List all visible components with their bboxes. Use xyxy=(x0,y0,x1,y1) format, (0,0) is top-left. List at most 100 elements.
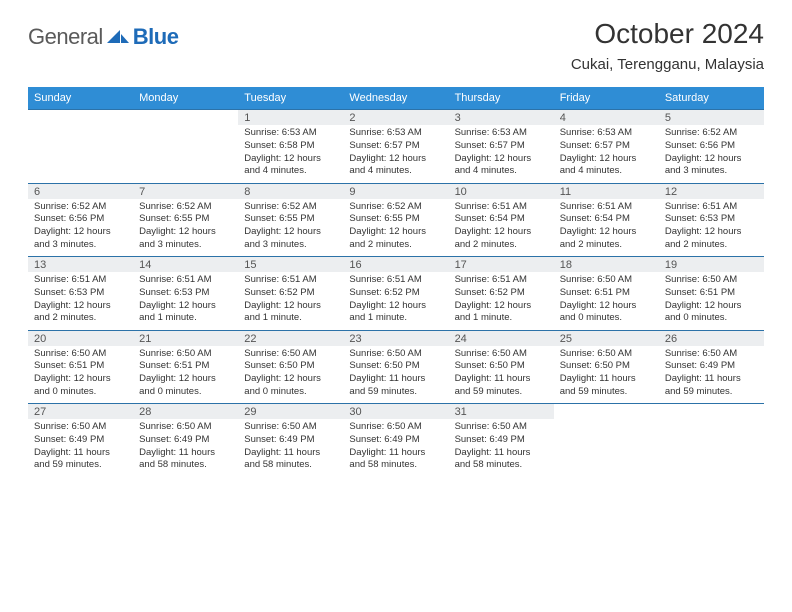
info-row: Sunrise: 6:50 AMSunset: 6:51 PMDaylight:… xyxy=(28,346,764,404)
day-number-cell: 12 xyxy=(659,183,764,199)
day-info-cell: Sunrise: 6:52 AMSunset: 6:55 PMDaylight:… xyxy=(238,199,343,257)
sunrise-text: Sunrise: 6:53 AM xyxy=(560,127,653,140)
weekday-header: Monday xyxy=(133,87,238,110)
sunrise-text: Sunrise: 6:52 AM xyxy=(139,201,232,214)
sunset-text: Sunset: 6:55 PM xyxy=(244,213,337,226)
sunrise-text: Sunrise: 6:50 AM xyxy=(560,348,653,361)
day-number-cell: 3 xyxy=(449,110,554,126)
sunrise-text: Sunrise: 6:51 AM xyxy=(244,274,337,287)
header: General Blue October 2024 Cukai, Terengg… xyxy=(28,18,764,73)
daylight-text: Daylight: 11 hours and 59 minutes. xyxy=(455,373,548,399)
sunset-text: Sunset: 6:50 PM xyxy=(560,360,653,373)
daylight-text: Daylight: 12 hours and 4 minutes. xyxy=(244,153,337,179)
sunset-text: Sunset: 6:50 PM xyxy=(455,360,548,373)
sunset-text: Sunset: 6:51 PM xyxy=(665,287,758,300)
logo: General Blue xyxy=(28,24,178,50)
sunrise-text: Sunrise: 6:52 AM xyxy=(34,201,127,214)
day-info-cell: Sunrise: 6:53 AMSunset: 6:57 PMDaylight:… xyxy=(554,125,659,183)
daylight-text: Daylight: 12 hours and 4 minutes. xyxy=(455,153,548,179)
day-info-cell: Sunrise: 6:51 AMSunset: 6:53 PMDaylight:… xyxy=(133,272,238,330)
day-number-cell: 23 xyxy=(343,330,448,346)
day-number-cell: 15 xyxy=(238,257,343,273)
day-number-cell: 4 xyxy=(554,110,659,126)
sunrise-text: Sunrise: 6:51 AM xyxy=(455,201,548,214)
info-row: Sunrise: 6:50 AMSunset: 6:49 PMDaylight:… xyxy=(28,419,764,477)
daylight-text: Daylight: 11 hours and 59 minutes. xyxy=(665,373,758,399)
day-info-cell: Sunrise: 6:51 AMSunset: 6:52 PMDaylight:… xyxy=(343,272,448,330)
day-number-cell: 2 xyxy=(343,110,448,126)
sunrise-text: Sunrise: 6:51 AM xyxy=(139,274,232,287)
day-info-cell: Sunrise: 6:51 AMSunset: 6:53 PMDaylight:… xyxy=(659,199,764,257)
day-info-cell: Sunrise: 6:50 AMSunset: 6:51 PMDaylight:… xyxy=(133,346,238,404)
day-number-cell xyxy=(659,404,764,420)
sunset-text: Sunset: 6:53 PM xyxy=(139,287,232,300)
sunset-text: Sunset: 6:57 PM xyxy=(349,140,442,153)
sunset-text: Sunset: 6:49 PM xyxy=(34,434,127,447)
day-number-cell: 7 xyxy=(133,183,238,199)
day-number-cell: 18 xyxy=(554,257,659,273)
day-number-cell: 6 xyxy=(28,183,133,199)
day-number-cell xyxy=(554,404,659,420)
day-number-cell: 24 xyxy=(449,330,554,346)
day-number-cell: 16 xyxy=(343,257,448,273)
sunset-text: Sunset: 6:55 PM xyxy=(139,213,232,226)
day-number-cell: 17 xyxy=(449,257,554,273)
day-number-cell: 11 xyxy=(554,183,659,199)
daylight-text: Daylight: 11 hours and 58 minutes. xyxy=(455,447,548,473)
daylight-text: Daylight: 12 hours and 1 minute. xyxy=(244,300,337,326)
daynum-row: 20212223242526 xyxy=(28,330,764,346)
sunrise-text: Sunrise: 6:50 AM xyxy=(244,348,337,361)
sunrise-text: Sunrise: 6:50 AM xyxy=(34,421,127,434)
daylight-text: Daylight: 12 hours and 0 minutes. xyxy=(665,300,758,326)
day-number-cell: 27 xyxy=(28,404,133,420)
day-info-cell: Sunrise: 6:50 AMSunset: 6:49 PMDaylight:… xyxy=(133,419,238,477)
day-info-cell xyxy=(28,125,133,183)
day-number-cell: 10 xyxy=(449,183,554,199)
day-info-cell: Sunrise: 6:52 AMSunset: 6:56 PMDaylight:… xyxy=(28,199,133,257)
sunrise-text: Sunrise: 6:52 AM xyxy=(349,201,442,214)
day-number-cell: 19 xyxy=(659,257,764,273)
info-row: Sunrise: 6:51 AMSunset: 6:53 PMDaylight:… xyxy=(28,272,764,330)
weekday-header: Saturday xyxy=(659,87,764,110)
day-info-cell: Sunrise: 6:50 AMSunset: 6:51 PMDaylight:… xyxy=(554,272,659,330)
sunrise-text: Sunrise: 6:53 AM xyxy=(349,127,442,140)
daylight-text: Daylight: 12 hours and 2 minutes. xyxy=(560,226,653,252)
sunset-text: Sunset: 6:58 PM xyxy=(244,140,337,153)
day-info-cell: Sunrise: 6:50 AMSunset: 6:50 PMDaylight:… xyxy=(449,346,554,404)
day-number-cell: 20 xyxy=(28,330,133,346)
sunrise-text: Sunrise: 6:52 AM xyxy=(665,127,758,140)
sunrise-text: Sunrise: 6:50 AM xyxy=(455,421,548,434)
sunset-text: Sunset: 6:56 PM xyxy=(665,140,758,153)
sunset-text: Sunset: 6:54 PM xyxy=(560,213,653,226)
sunset-text: Sunset: 6:52 PM xyxy=(244,287,337,300)
day-number-cell: 13 xyxy=(28,257,133,273)
logo-text-blue: Blue xyxy=(133,24,179,50)
day-number-cell: 5 xyxy=(659,110,764,126)
sunset-text: Sunset: 6:52 PM xyxy=(349,287,442,300)
daylight-text: Daylight: 12 hours and 4 minutes. xyxy=(560,153,653,179)
day-info-cell: Sunrise: 6:51 AMSunset: 6:52 PMDaylight:… xyxy=(449,272,554,330)
day-number-cell: 30 xyxy=(343,404,448,420)
daylight-text: Daylight: 12 hours and 3 minutes. xyxy=(244,226,337,252)
daylight-text: Daylight: 12 hours and 0 minutes. xyxy=(560,300,653,326)
day-info-cell: Sunrise: 6:52 AMSunset: 6:56 PMDaylight:… xyxy=(659,125,764,183)
day-info-cell: Sunrise: 6:50 AMSunset: 6:50 PMDaylight:… xyxy=(238,346,343,404)
sunrise-text: Sunrise: 6:50 AM xyxy=(34,348,127,361)
day-number-cell: 31 xyxy=(449,404,554,420)
sunset-text: Sunset: 6:49 PM xyxy=(349,434,442,447)
day-number-cell: 21 xyxy=(133,330,238,346)
day-info-cell: Sunrise: 6:51 AMSunset: 6:54 PMDaylight:… xyxy=(554,199,659,257)
day-info-cell: Sunrise: 6:50 AMSunset: 6:49 PMDaylight:… xyxy=(659,346,764,404)
day-info-cell: Sunrise: 6:50 AMSunset: 6:49 PMDaylight:… xyxy=(449,419,554,477)
daylight-text: Daylight: 11 hours and 58 minutes. xyxy=(349,447,442,473)
daylight-text: Daylight: 11 hours and 59 minutes. xyxy=(560,373,653,399)
daynum-row: 2728293031 xyxy=(28,404,764,420)
day-number-cell: 29 xyxy=(238,404,343,420)
sunset-text: Sunset: 6:49 PM xyxy=(455,434,548,447)
logo-sail-icon xyxy=(107,30,129,44)
sunrise-text: Sunrise: 6:50 AM xyxy=(455,348,548,361)
sunrise-text: Sunrise: 6:50 AM xyxy=(560,274,653,287)
day-info-cell: Sunrise: 6:50 AMSunset: 6:51 PMDaylight:… xyxy=(659,272,764,330)
day-info-cell: Sunrise: 6:50 AMSunset: 6:50 PMDaylight:… xyxy=(554,346,659,404)
day-number-cell: 1 xyxy=(238,110,343,126)
